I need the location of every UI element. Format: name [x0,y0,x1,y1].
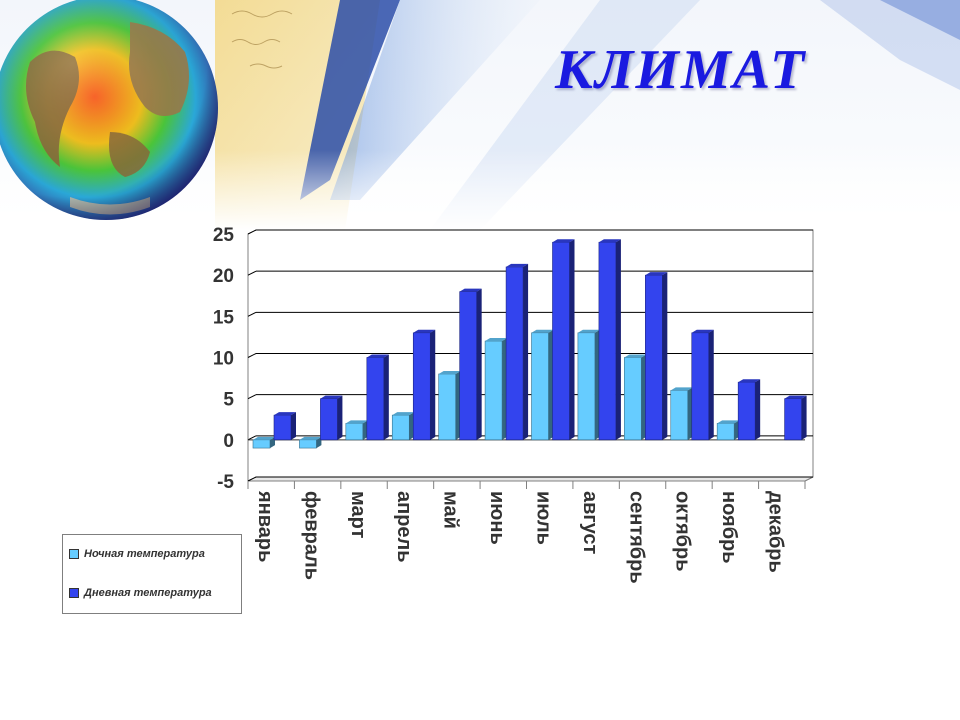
legend-item-day: Дневная температура [69,587,212,599]
y-tick-label: 20 [213,266,234,287]
plot-floor [247,476,814,482]
y-tick-label: 0 [223,431,234,452]
x-category-label: октябрь [672,491,694,572]
x-category-label: декабрь [765,491,787,573]
bar-day-10 [737,379,761,441]
y-tick-label: 25 [213,225,235,246]
bar-day-7 [598,239,621,441]
y-tick-label: 5 [223,390,234,411]
chart-legend: Ночная температура Дневная температура [62,534,242,614]
legend-swatch-day [69,588,79,598]
globe-image [0,0,218,220]
bar-night-8 [624,354,647,441]
bar-day-11 [784,395,807,441]
bar-night-1 [299,436,322,449]
bar-night-3 [391,412,415,441]
gridline-depth [247,394,257,400]
bar-day-1 [320,395,343,441]
legend-swatch-night [69,549,79,559]
bar-day-6 [552,239,575,441]
gridline-depth [247,353,257,358]
legend-label-night: Ночная температура [84,548,205,560]
legend-label-day: Дневная температура [84,587,212,599]
y-tick-label: -5 [217,472,234,493]
gridline-depth [247,229,257,235]
x-category-label: апрель [393,491,415,563]
bar-night-10 [716,420,740,441]
bar-night-0 [252,436,275,449]
gridline-depth [247,435,257,441]
bar-day-8 [645,272,668,441]
bar-day-9 [691,329,714,441]
legend-item-night: Ночная температура [69,548,205,560]
plot-area [247,229,814,482]
x-category-label: сентябрь [625,491,647,584]
bar-night-9 [670,387,693,441]
bar-night-2 [345,420,368,441]
x-category-label: февраль [300,491,322,580]
y-tick-label: 10 [213,349,234,370]
x-category-label: ноябрь [718,491,740,564]
bar-night-4 [438,370,461,441]
gridline-depth [247,311,257,317]
bar-night-7 [577,329,600,441]
bar-night-5 [484,338,508,441]
y-tick-label: 15 [213,307,235,328]
x-category-label: июль [532,491,554,545]
bar-day-0 [273,412,296,441]
bar-day-3 [412,329,436,441]
bar-night-6 [531,329,554,441]
x-category-label: июнь [486,491,508,545]
x-category-label: январь [254,490,276,562]
slide-title: КЛИМАТ [555,39,807,101]
bar-day-4 [459,288,482,441]
gridline-depth [247,476,257,482]
x-category-label: август [579,491,601,554]
x-category-label: май [440,491,462,529]
bar-day-5 [505,263,529,441]
gridline-depth [247,270,257,276]
bar-day-2 [366,354,389,441]
x-category-label: март [347,491,369,539]
